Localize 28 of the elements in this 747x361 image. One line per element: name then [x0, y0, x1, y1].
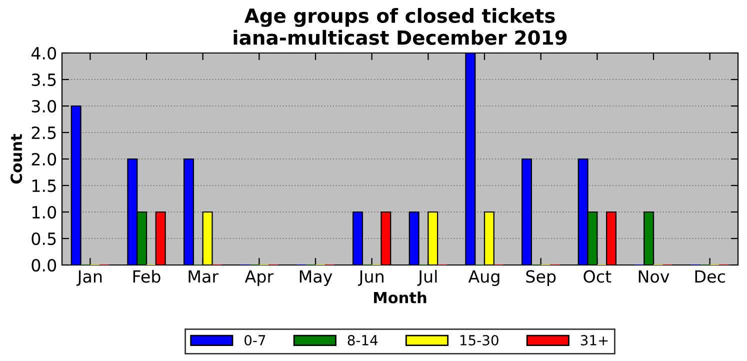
x-tick-label: Feb: [133, 270, 160, 283]
y-tick-label: 0.0: [32, 258, 56, 272]
legend-label: 0-7: [244, 334, 266, 346]
y-tick-label: 4.0: [31, 46, 56, 60]
chart-title: Age groups of closed tickets iana-multicast December 2019: [234, 8, 567, 45]
x-tick-label: Sep: [526, 270, 556, 286]
y-tick-label: 1.0: [32, 206, 56, 219]
y-tick-label: 2.5: [32, 126, 56, 140]
y-tick-label: 1.5: [32, 180, 56, 192]
x-tick-label: Oct: [584, 270, 612, 283]
x-tick-label: Jan: [76, 270, 102, 286]
y-tick-label: 0.5: [32, 232, 56, 246]
legend-label: 15-30: [460, 334, 498, 346]
x-tick-label: Aug: [468, 270, 500, 286]
x-tick-label: Jul: [417, 270, 437, 286]
x-tick-label: Apr: [244, 270, 274, 286]
y-tick-label: 2.0: [32, 152, 56, 166]
y-tick-label: 3.5: [32, 73, 56, 86]
x-tick-label: Mar: [188, 270, 219, 283]
legend-label: 31+: [580, 334, 608, 346]
x-axis-title: Month: [374, 292, 426, 304]
legend-label: 8-14: [348, 334, 378, 346]
x-tick-label: Nov: [638, 270, 670, 283]
y-tick-label: 3.0: [32, 100, 56, 113]
x-tick-label: May: [300, 270, 332, 286]
x-tick-label: Jun: [358, 270, 384, 286]
y-axis-title: Count: [10, 134, 22, 184]
x-tick-label: Dec: [695, 270, 725, 283]
